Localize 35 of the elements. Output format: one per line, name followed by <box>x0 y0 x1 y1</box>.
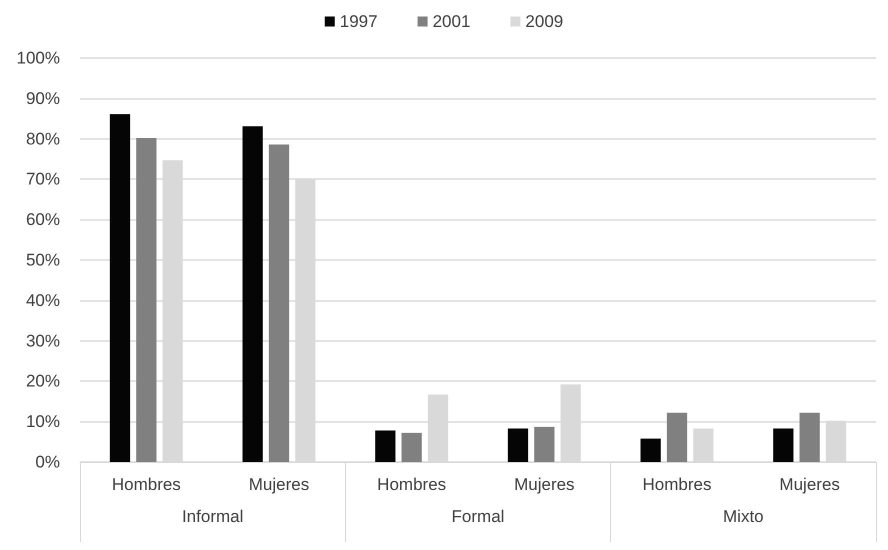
bar <box>534 426 554 462</box>
y-tick-label: 60% <box>26 210 60 230</box>
legend-label: 2001 <box>432 12 470 31</box>
bar <box>508 428 528 462</box>
y-tick-label: 20% <box>26 372 60 391</box>
x-tick-label: Mujeres <box>514 475 575 494</box>
legend-label: 1997 <box>340 12 378 31</box>
y-tick-label: 40% <box>26 290 60 310</box>
x-tick-label: Hombres <box>377 475 446 494</box>
y-tick-label: 10% <box>26 412 60 432</box>
x-tick-label: Hombres <box>112 475 181 494</box>
x-tick-label: Hombres <box>642 475 712 494</box>
y-tick-label: 80% <box>26 129 60 148</box>
legend-label: 2009 <box>525 12 564 31</box>
bar <box>136 138 156 462</box>
x-tick-label: Mujeres <box>779 475 840 494</box>
bar <box>242 126 263 462</box>
y-tick-label: 0% <box>35 452 60 472</box>
y-tick-label: 90% <box>26 88 60 108</box>
y-tick-label: 70% <box>26 170 60 189</box>
y-tick-label: 100% <box>16 48 60 68</box>
bar <box>375 430 396 462</box>
text: Mixto <box>723 507 764 526</box>
bar <box>640 438 661 462</box>
bar <box>268 144 290 462</box>
text: Formal <box>452 507 504 526</box>
bar <box>402 432 422 462</box>
text: Informal <box>182 507 244 526</box>
bar <box>773 428 794 462</box>
y-tick-label: 50% <box>26 250 60 270</box>
bar <box>666 412 688 462</box>
bar <box>110 114 130 462</box>
x-tick-label: Mujeres <box>248 475 310 494</box>
y-tick-label: 30% <box>26 331 60 350</box>
bar <box>800 412 820 462</box>
